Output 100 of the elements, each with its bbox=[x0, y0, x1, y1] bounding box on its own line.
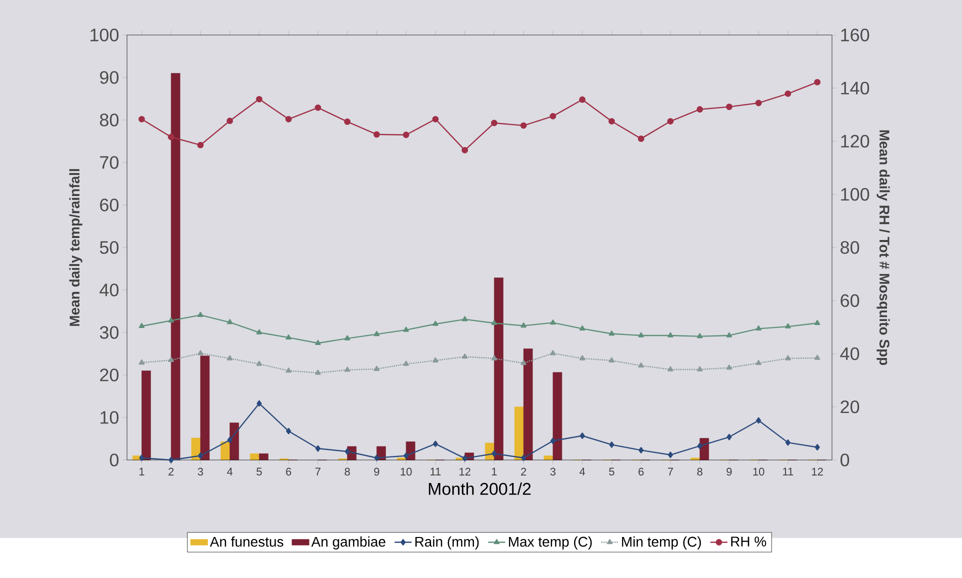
bar bbox=[200, 356, 210, 460]
point bbox=[168, 456, 174, 464]
point bbox=[226, 118, 234, 124]
x-tick-label: 11 bbox=[783, 468, 794, 476]
x-tick-label: 9 bbox=[726, 468, 732, 476]
y2-tick-label: 40 bbox=[840, 347, 860, 360]
y-tick-label: 30 bbox=[100, 326, 119, 339]
point bbox=[608, 118, 615, 124]
point bbox=[138, 359, 145, 365]
y2-tick-label: 120 bbox=[841, 134, 870, 148]
point bbox=[785, 355, 791, 360]
y2-tick-label: 60 bbox=[840, 294, 860, 307]
legend-label: RH % bbox=[731, 536, 766, 546]
x-tick-label: 10 bbox=[753, 468, 764, 476]
point bbox=[404, 452, 409, 459]
point bbox=[168, 134, 174, 140]
legend-label: An gambiae bbox=[311, 536, 386, 550]
point bbox=[168, 317, 174, 322]
point bbox=[374, 454, 380, 462]
point bbox=[314, 104, 322, 111]
point bbox=[520, 122, 527, 129]
point bbox=[344, 448, 350, 455]
y-tick-label: 60 bbox=[100, 198, 119, 212]
point bbox=[315, 445, 320, 452]
point bbox=[814, 354, 820, 360]
point bbox=[726, 332, 732, 338]
point bbox=[256, 329, 262, 334]
y-tick-label: 50 bbox=[100, 241, 119, 254]
y-tick-label: 10 bbox=[100, 411, 119, 424]
x-tick-label: 12 bbox=[812, 468, 823, 476]
y2-tick-label: 100 bbox=[841, 188, 870, 201]
point bbox=[814, 78, 821, 86]
point bbox=[638, 135, 644, 142]
point bbox=[256, 360, 262, 366]
point bbox=[638, 447, 644, 454]
y-tick-label: 90 bbox=[100, 71, 119, 84]
y2-tick-label: 160 bbox=[841, 28, 870, 42]
bar bbox=[523, 348, 533, 460]
point bbox=[726, 104, 732, 110]
point bbox=[344, 366, 350, 372]
x-tick-label: 5 bbox=[256, 468, 262, 476]
point bbox=[814, 444, 820, 450]
point bbox=[579, 325, 586, 331]
point bbox=[138, 116, 145, 122]
y2-axis-title: Mean daily RH / Tot # Mosquito Spp bbox=[876, 130, 890, 366]
legend-label: Max temp (C) bbox=[508, 536, 592, 550]
point bbox=[226, 355, 233, 360]
point bbox=[668, 366, 674, 372]
point bbox=[756, 360, 762, 365]
point bbox=[491, 320, 498, 326]
legend-label: An funestus bbox=[210, 536, 284, 547]
y-tick-label: 80 bbox=[100, 114, 119, 126]
bar bbox=[259, 453, 268, 460]
x-tick-label: 8 bbox=[697, 468, 702, 476]
point bbox=[403, 360, 409, 366]
point bbox=[608, 330, 615, 336]
point bbox=[197, 142, 204, 148]
point bbox=[226, 319, 233, 324]
x-tick-label: 7 bbox=[315, 468, 320, 476]
x-tick-label: 10 bbox=[400, 468, 412, 476]
point bbox=[462, 146, 468, 154]
point bbox=[286, 428, 292, 434]
point bbox=[638, 362, 644, 368]
point bbox=[667, 118, 674, 124]
point bbox=[286, 368, 292, 373]
x-tick-label: 1 bbox=[492, 468, 497, 476]
x-tick-label: 3 bbox=[198, 468, 204, 476]
point bbox=[285, 116, 292, 122]
bar bbox=[514, 406, 524, 460]
y-tick-label: 20 bbox=[100, 368, 119, 382]
x-tick-label: 6 bbox=[638, 468, 644, 476]
point bbox=[550, 112, 556, 120]
point bbox=[462, 354, 468, 359]
y-tick-label: 100 bbox=[90, 28, 119, 42]
y-tick-label: 40 bbox=[100, 284, 119, 296]
point bbox=[696, 333, 703, 338]
x-tick-label: 7 bbox=[668, 468, 673, 476]
point bbox=[432, 357, 438, 362]
point bbox=[696, 106, 704, 113]
x-tick-label: 12 bbox=[460, 468, 470, 476]
point bbox=[609, 441, 614, 448]
x-axis-title: Month 2001/2 bbox=[428, 482, 531, 495]
point bbox=[490, 120, 498, 126]
point bbox=[550, 320, 556, 325]
point bbox=[520, 322, 526, 328]
point bbox=[492, 450, 497, 457]
x-tick-label: 1 bbox=[139, 468, 144, 476]
point bbox=[256, 96, 262, 102]
point bbox=[726, 434, 732, 440]
x-tick-label: 2 bbox=[521, 468, 526, 476]
x-tick-label: 9 bbox=[374, 468, 380, 476]
point bbox=[315, 340, 321, 346]
point bbox=[138, 322, 145, 328]
point bbox=[344, 118, 351, 125]
point bbox=[550, 350, 556, 356]
point bbox=[784, 90, 792, 97]
x-tick-label: 6 bbox=[286, 468, 292, 476]
point bbox=[432, 440, 438, 448]
point bbox=[373, 131, 380, 138]
y2-tick-label: 80 bbox=[840, 241, 860, 254]
